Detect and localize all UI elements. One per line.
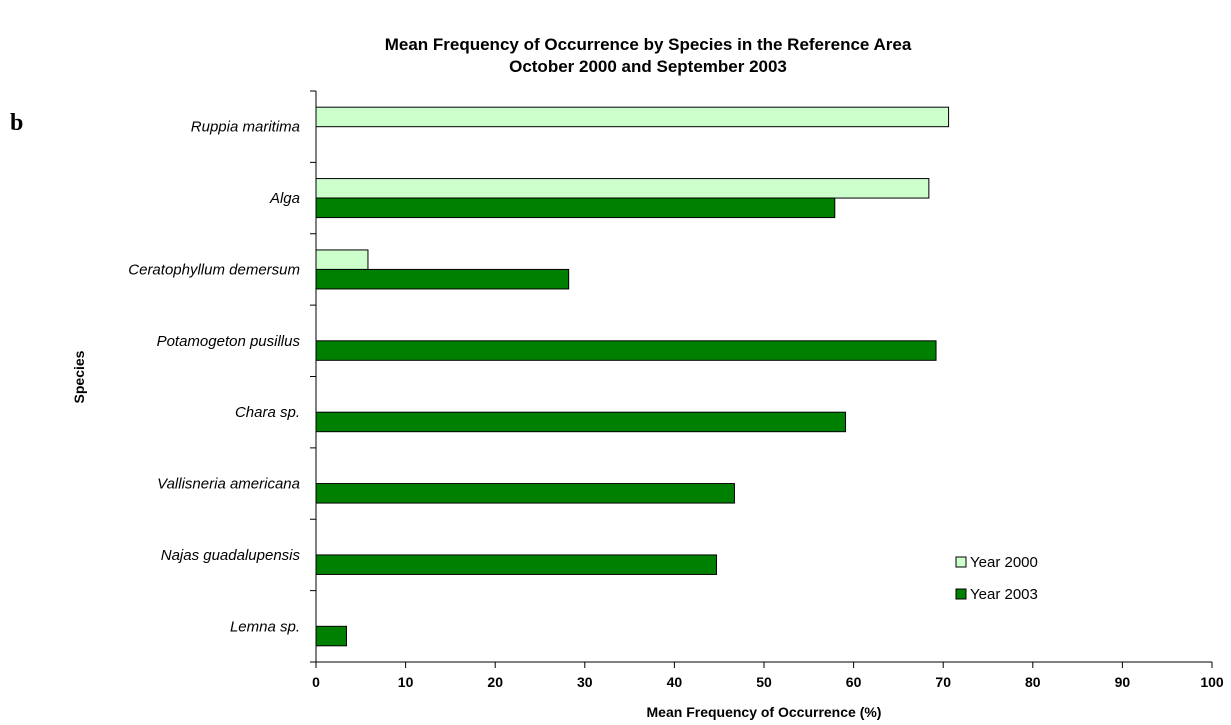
bar-year-2003-najas-guadalupensis (315, 554, 718, 575)
category-label: Ruppia maritima (191, 119, 300, 136)
category-label: Ceratophyllum demersum (128, 261, 300, 278)
bar-year-2003-potamogeton-pusillus (315, 340, 937, 361)
x-tick-label: 80 (1025, 674, 1041, 690)
category-label: Vallisneria americana (157, 476, 300, 493)
x-tick-label: 60 (846, 674, 862, 690)
x-tick-label: 30 (577, 674, 593, 690)
bar-year-2003-vallisneria-americana (315, 483, 735, 504)
legend-swatch (955, 588, 967, 600)
category-label: Najas guadalupensis (161, 547, 301, 564)
x-tick-label: 20 (487, 674, 503, 690)
chart-title-line-2: October 2000 and September 2003 (509, 57, 787, 76)
x-tick-label: 40 (667, 674, 683, 690)
axis-labels: 0 10 20 30 40 50 60 70 80 90 100 Ruppia maritima Alg… (128, 119, 1224, 690)
chart-title-line-1: Mean Frequency of Occurrence by Species … (385, 35, 912, 54)
category-label: Chara sp. (235, 404, 300, 421)
bar-year-2003-chara-sp (315, 411, 847, 433)
axes (310, 90, 1213, 668)
bars (315, 106, 950, 647)
category-label: Potamogeton pusillus (157, 333, 301, 350)
x-tick-label: 10 (398, 674, 414, 690)
x-tick-label: 90 (1115, 674, 1131, 690)
panel-label: b (10, 110, 23, 136)
bar-year-2000-ceratophyllum-demersum (315, 249, 369, 270)
category-label: Alga (269, 190, 300, 207)
y-axis-title: Species (71, 350, 87, 403)
x-tick-label: 0 (312, 674, 320, 690)
legend-label: Year 2000 (970, 554, 1038, 571)
x-tick-label: 50 (756, 674, 772, 690)
legend-swatch (955, 556, 967, 568)
legend-label: Year 2003 (970, 586, 1038, 603)
x-tick-label: 70 (935, 674, 951, 690)
x-tick-label: 100 (1200, 674, 1224, 690)
bar-year-2003-ceratophyllum-demersum (315, 268, 570, 290)
legend: Year 2000 Year 2003 (955, 554, 1038, 603)
bar-year-2003-lemna-sp (315, 625, 347, 647)
bar-year-2003-alga (315, 197, 836, 219)
bar-year-2000-alga (315, 178, 930, 199)
category-label: Lemna sp. (230, 618, 300, 635)
x-axis-title: Mean Frequency of Occurrence (%) (647, 704, 882, 720)
bar-year-2000-ruppia-maritima (315, 106, 950, 128)
